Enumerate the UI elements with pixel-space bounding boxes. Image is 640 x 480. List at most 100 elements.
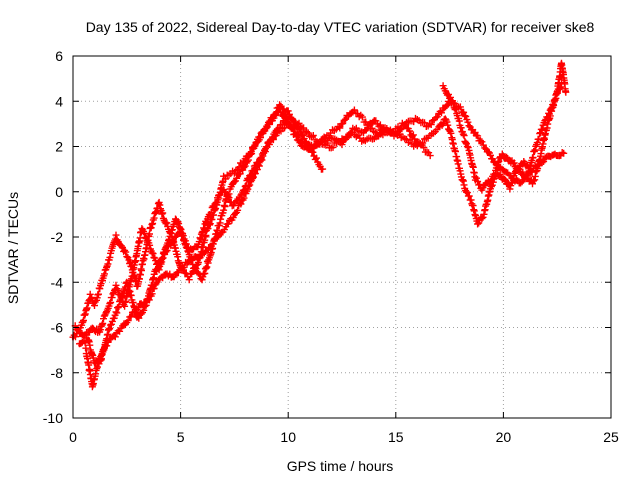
- data-point: [78, 344, 81, 347]
- series-track-3: [76, 97, 568, 367]
- data-point: [562, 152, 565, 155]
- data-point: [493, 172, 496, 175]
- data-point: [231, 204, 234, 207]
- x-tick-label: 15: [388, 429, 404, 445]
- data-point: [104, 344, 107, 347]
- data-point: [91, 385, 94, 388]
- data-point: [170, 240, 174, 243]
- data-point: [474, 176, 477, 180]
- data-point: [454, 109, 458, 112]
- data-point: [222, 176, 225, 180]
- data-point: [512, 163, 516, 166]
- data-point: [175, 217, 178, 221]
- data-point: [224, 226, 227, 230]
- data-point: [157, 201, 161, 205]
- data-point: [198, 253, 202, 257]
- data-point: [351, 131, 354, 135]
- data-point: [136, 285, 139, 288]
- y-tick-label: -4: [51, 274, 64, 290]
- data-point: [444, 118, 447, 121]
- data-point: [142, 256, 146, 259]
- series-track-4: [82, 79, 565, 391]
- data-point: [181, 265, 184, 268]
- data-point: [525, 176, 529, 180]
- data-point: [441, 86, 445, 89]
- data-point: [538, 156, 542, 160]
- data-point: [155, 281, 159, 284]
- data-point: [147, 299, 150, 302]
- data-point: [207, 247, 210, 250]
- data-point: [125, 281, 128, 284]
- y-axis-label: SDTVAR / TECUs: [5, 192, 21, 304]
- data-point: [222, 188, 225, 191]
- x-tick-label: 5: [177, 429, 185, 445]
- data-point: [308, 149, 311, 153]
- y-tick-label: 4: [55, 93, 63, 109]
- data-point: [330, 136, 333, 139]
- series-markers: [71, 104, 434, 339]
- data-point: [241, 197, 245, 200]
- data-point: [469, 199, 473, 202]
- data-point: [426, 124, 430, 128]
- data-point: [276, 127, 279, 130]
- data-point: [205, 219, 208, 223]
- data-point: [476, 136, 479, 139]
- data-point: [114, 285, 118, 288]
- data-point: [500, 154, 503, 157]
- x-tick-label: 20: [496, 429, 512, 445]
- series-track-5: [439, 59, 570, 194]
- data-point: [101, 276, 105, 279]
- data-point: [553, 154, 557, 157]
- data-point: [162, 215, 165, 218]
- data-point: [112, 335, 116, 338]
- data-point: [383, 127, 387, 130]
- data-point: [164, 272, 167, 275]
- data-point: [218, 222, 221, 225]
- data-point: [123, 303, 126, 307]
- y-tick-label: 6: [55, 48, 63, 64]
- data-point: [127, 258, 131, 261]
- data-point: [560, 61, 563, 64]
- x-axis-label: GPS time / hours: [287, 458, 394, 474]
- data-point: [86, 337, 90, 341]
- data-point: [319, 140, 322, 144]
- data-point: [233, 213, 236, 216]
- y-tick-label: -2: [51, 229, 64, 245]
- data-point: [540, 127, 544, 130]
- y-tick-label: 2: [55, 139, 63, 155]
- data-point: [482, 213, 486, 216]
- data-point: [545, 156, 548, 160]
- data-point: [196, 244, 200, 248]
- y-tick-label: -6: [51, 320, 64, 336]
- data-point: [448, 95, 451, 98]
- data-point: [519, 170, 522, 173]
- chart-title: Day 135 of 2022, Sidereal Day-to-day VTE…: [86, 19, 595, 35]
- data-point: [108, 326, 111, 329]
- data-point: [321, 167, 324, 171]
- data-point: [132, 269, 135, 273]
- data-point: [405, 138, 408, 141]
- data-point: [243, 163, 247, 166]
- data-point: [519, 181, 522, 184]
- data-point: [467, 149, 471, 153]
- data-point: [506, 156, 509, 160]
- data-point: [416, 145, 419, 148]
- data-point: [484, 147, 488, 150]
- data-point: [297, 122, 301, 126]
- data-point: [166, 240, 169, 243]
- data-point: [84, 348, 88, 352]
- data-point: [308, 145, 311, 148]
- data-point: [437, 127, 441, 130]
- data-point: [545, 127, 548, 130]
- data-point: [82, 335, 85, 338]
- data-point: [457, 163, 460, 166]
- data-point: [89, 294, 92, 298]
- data-point: [508, 186, 512, 189]
- data-point: [528, 167, 531, 171]
- data-point: [287, 115, 290, 119]
- data-point: [362, 131, 365, 135]
- data-point: [459, 106, 462, 110]
- data-point: [461, 131, 464, 135]
